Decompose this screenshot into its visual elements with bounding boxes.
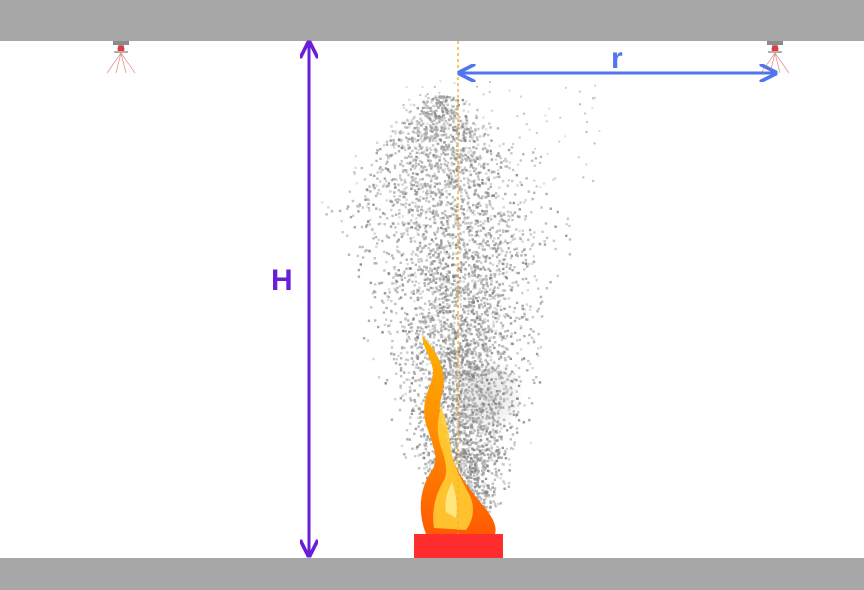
- height-label: H: [271, 264, 293, 297]
- ceiling: [0, 0, 864, 41]
- radius-label: r: [611, 42, 623, 75]
- sprinkler-left: [106, 41, 136, 74]
- fuel-pan: [414, 534, 503, 558]
- sprinkler-right: [760, 41, 790, 74]
- floor: [0, 558, 864, 590]
